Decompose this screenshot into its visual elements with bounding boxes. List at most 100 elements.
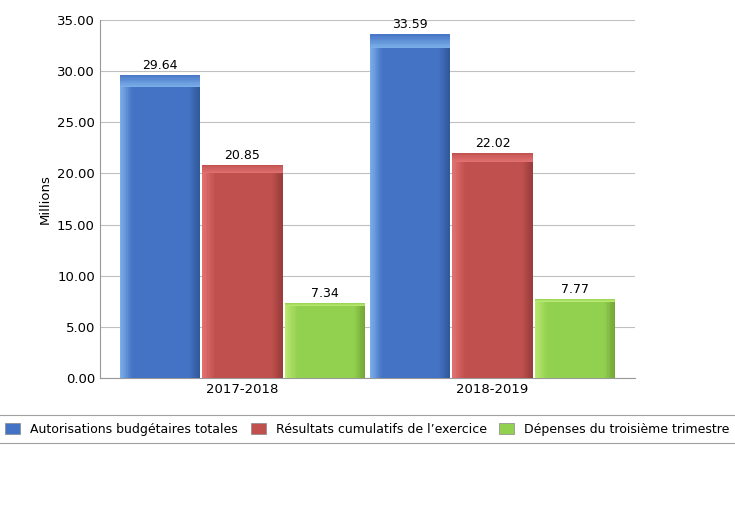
Bar: [428, 34, 429, 378]
Bar: [386, 34, 387, 378]
Bar: [241, 165, 243, 378]
Bar: [257, 165, 259, 378]
Bar: [136, 75, 137, 378]
Bar: [408, 34, 410, 378]
Bar: [146, 75, 147, 378]
Bar: [120, 81, 200, 82]
Bar: [473, 153, 475, 378]
Bar: [604, 298, 606, 378]
Bar: [387, 34, 389, 378]
Bar: [440, 34, 442, 378]
Bar: [543, 298, 545, 378]
Bar: [304, 303, 306, 378]
Text: 33.59: 33.59: [392, 18, 428, 31]
Bar: [559, 298, 561, 378]
Bar: [577, 298, 578, 378]
Bar: [267, 165, 268, 378]
Bar: [160, 75, 162, 378]
Bar: [120, 80, 200, 81]
Bar: [215, 165, 217, 378]
Bar: [244, 165, 245, 378]
Bar: [299, 303, 301, 378]
Bar: [429, 34, 431, 378]
Bar: [323, 303, 325, 378]
Bar: [517, 153, 518, 378]
Bar: [158, 75, 160, 378]
Bar: [207, 165, 209, 378]
Bar: [306, 303, 307, 378]
Bar: [181, 75, 182, 378]
Bar: [157, 75, 158, 378]
Bar: [599, 298, 600, 378]
Bar: [121, 75, 123, 378]
Bar: [565, 298, 567, 378]
Bar: [120, 83, 200, 84]
Bar: [515, 153, 517, 378]
Bar: [131, 75, 133, 378]
Bar: [526, 153, 528, 378]
Bar: [421, 34, 423, 378]
Bar: [564, 298, 565, 378]
Bar: [570, 298, 572, 378]
Bar: [265, 165, 267, 378]
Bar: [285, 303, 287, 378]
Bar: [137, 75, 139, 378]
Bar: [612, 298, 614, 378]
Bar: [562, 298, 564, 378]
Bar: [226, 165, 228, 378]
Bar: [276, 165, 278, 378]
Bar: [432, 34, 434, 378]
Bar: [120, 77, 200, 78]
Bar: [452, 154, 533, 155]
Bar: [442, 34, 444, 378]
Bar: [352, 303, 354, 378]
Bar: [512, 153, 513, 378]
Bar: [152, 75, 154, 378]
Bar: [278, 165, 279, 378]
Bar: [291, 303, 293, 378]
Bar: [320, 303, 322, 378]
Bar: [492, 153, 494, 378]
Bar: [120, 82, 200, 83]
Bar: [467, 153, 468, 378]
Bar: [607, 298, 609, 378]
Bar: [583, 298, 584, 378]
Bar: [327, 303, 329, 378]
Bar: [202, 167, 283, 168]
Bar: [567, 298, 569, 378]
Bar: [338, 303, 340, 378]
Bar: [509, 153, 510, 378]
Bar: [452, 159, 533, 160]
Bar: [182, 75, 184, 378]
Bar: [452, 155, 533, 156]
Bar: [148, 75, 151, 378]
Bar: [315, 303, 317, 378]
Bar: [254, 165, 255, 378]
Bar: [262, 165, 263, 378]
Bar: [596, 298, 598, 378]
Bar: [394, 34, 395, 378]
Bar: [290, 303, 291, 378]
Bar: [448, 34, 450, 378]
Bar: [128, 75, 129, 378]
Bar: [398, 34, 401, 378]
Bar: [281, 165, 283, 378]
Bar: [237, 165, 240, 378]
Bar: [523, 153, 525, 378]
Bar: [538, 298, 539, 378]
Bar: [218, 165, 220, 378]
Bar: [260, 165, 262, 378]
Bar: [535, 298, 537, 378]
Bar: [370, 38, 450, 40]
Bar: [322, 303, 323, 378]
Text: 7.34: 7.34: [311, 287, 339, 300]
Bar: [296, 303, 298, 378]
Bar: [303, 303, 304, 378]
Bar: [587, 298, 588, 378]
Bar: [539, 298, 541, 378]
Bar: [171, 75, 173, 378]
Bar: [370, 44, 450, 45]
Bar: [232, 165, 233, 378]
Bar: [454, 153, 456, 378]
Bar: [452, 157, 533, 158]
